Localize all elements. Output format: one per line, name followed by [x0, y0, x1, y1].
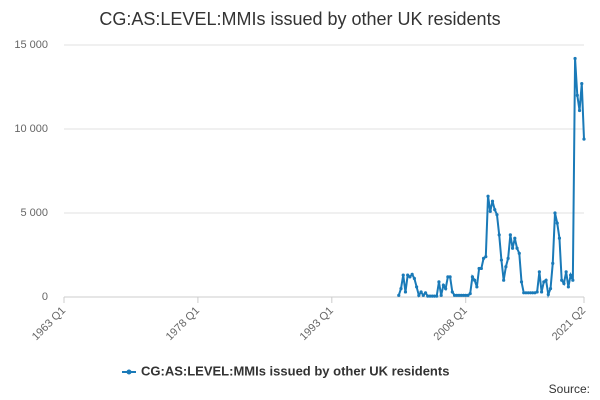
data-point	[510, 246, 515, 250]
data-point	[539, 290, 544, 294]
data-point	[397, 293, 401, 297]
data-point	[526, 291, 530, 295]
data-point	[486, 194, 490, 198]
data-point	[439, 293, 443, 297]
data-point	[513, 236, 517, 240]
y-tick-label: 0	[42, 291, 48, 303]
data-point	[542, 280, 546, 284]
data-point	[515, 246, 519, 250]
data-point	[524, 291, 528, 295]
data-point	[446, 275, 450, 279]
data-point	[473, 278, 477, 282]
source: Source:	[549, 382, 590, 396]
data-point	[470, 275, 475, 279]
data-point	[432, 294, 437, 298]
data-point	[423, 291, 428, 295]
data-point	[519, 280, 524, 284]
data-point	[528, 291, 533, 295]
data-point	[531, 291, 535, 295]
data-point	[508, 233, 512, 237]
data-point	[546, 292, 550, 297]
data-point	[497, 233, 501, 237]
y-tick-label: 10 000	[14, 123, 48, 135]
data-point	[571, 278, 575, 282]
data-point	[557, 236, 562, 240]
data-point	[410, 272, 414, 276]
legend-marker	[126, 369, 132, 375]
data-point	[573, 56, 577, 61]
data-point	[575, 93, 579, 97]
data-point	[448, 275, 452, 279]
data-point	[435, 294, 439, 298]
data-point	[437, 280, 441, 284]
data-point	[441, 283, 445, 287]
x-tick-label: 2021 Q2	[550, 305, 588, 343]
x-tick-label: 2008 Q1	[432, 305, 470, 343]
data-point	[562, 281, 566, 286]
x-tick-label: 1963 Q1	[30, 305, 68, 343]
data-point	[577, 108, 582, 113]
data-point	[412, 276, 416, 281]
data-point	[408, 275, 412, 279]
data-point	[459, 293, 463, 297]
data-point	[569, 273, 573, 277]
data-point	[403, 290, 408, 294]
y-tick-label: 15 000	[14, 39, 48, 51]
data-point	[493, 208, 497, 212]
x-tick-label: 1993 Q1	[298, 305, 336, 343]
data-point	[490, 199, 495, 203]
data-point	[419, 290, 423, 294]
data-point	[555, 221, 559, 225]
data-point	[488, 209, 492, 213]
data-point	[566, 285, 570, 289]
chart-title: CG:AS:LEVEL:MMIs issued by other UK resi…	[99, 9, 500, 29]
data-point	[484, 255, 488, 259]
data-point	[457, 293, 461, 297]
data-point	[415, 285, 419, 289]
data-point	[401, 273, 405, 277]
y-tick-label: 5 000	[20, 207, 48, 219]
data-point	[421, 293, 425, 297]
data-point	[428, 294, 432, 298]
data-point	[399, 287, 403, 291]
data-point	[444, 287, 448, 291]
data-point	[406, 273, 410, 277]
data-point	[426, 294, 430, 298]
data-point	[564, 270, 568, 274]
data-point	[455, 293, 459, 297]
data-point	[499, 258, 504, 262]
legend-label: CG:AS:LEVEL:MMIs issued by other UK resi…	[141, 363, 449, 378]
data-point	[537, 270, 541, 274]
data-point	[468, 292, 472, 296]
data-point	[548, 287, 553, 291]
data-point	[464, 293, 468, 297]
series-line	[397, 58, 585, 299]
data-point	[582, 137, 586, 141]
data-point	[580, 82, 584, 86]
data-point	[553, 211, 557, 215]
data-point	[475, 285, 479, 289]
data-point	[479, 266, 483, 271]
data-point	[535, 290, 539, 294]
data-point	[517, 251, 521, 255]
data-point	[551, 261, 555, 265]
data-point	[466, 293, 470, 297]
data-point	[506, 256, 510, 260]
x-tick-label: 1978 Q1	[164, 305, 202, 343]
data-point	[544, 278, 548, 282]
data-point	[477, 266, 481, 271]
data-point	[481, 256, 486, 260]
data-point	[504, 265, 508, 269]
data-point	[450, 290, 454, 294]
data-point	[417, 293, 421, 297]
data-point	[461, 293, 466, 297]
data-point	[522, 291, 526, 295]
data-point	[452, 293, 457, 297]
data-point	[560, 278, 564, 282]
data-point	[495, 213, 499, 217]
data-point	[430, 294, 434, 298]
data-point	[502, 278, 506, 282]
